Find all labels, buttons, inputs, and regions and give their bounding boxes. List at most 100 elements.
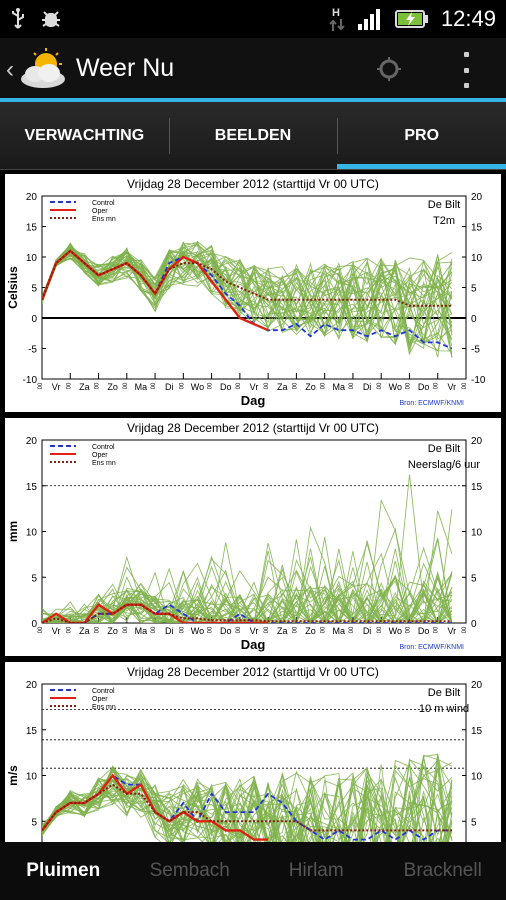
x-day-label: Di bbox=[165, 382, 174, 392]
y-tick-label-right: 20 bbox=[471, 192, 483, 203]
x-day-label: Di bbox=[363, 382, 372, 392]
tab-beelden[interactable]: BEELDEN bbox=[168, 102, 338, 169]
x-hour-label: 00 bbox=[123, 382, 129, 389]
ensemble-member-line bbox=[42, 768, 453, 842]
precipitation-chart-panel: Vrijdag 28 December 2012 (starttijd Vr 0… bbox=[5, 418, 501, 656]
y-tick-label-left: 20 bbox=[26, 436, 38, 447]
tab-pro[interactable]: PRO bbox=[337, 102, 506, 169]
plot-area bbox=[42, 240, 453, 358]
nav-pluimen[interactable]: Pluimen bbox=[26, 860, 101, 881]
overflow-menu-icon[interactable] bbox=[460, 52, 472, 88]
ensemble-member-line bbox=[42, 244, 453, 358]
x-hour-label: 00 bbox=[292, 626, 298, 633]
x-day-label: Vr bbox=[448, 382, 457, 392]
legend-label-oper: Oper bbox=[92, 696, 108, 703]
weather-cloud-sun-icon[interactable] bbox=[18, 46, 68, 92]
y-tick-label-left: 5 bbox=[31, 284, 37, 295]
x-hour-label: 00 bbox=[236, 382, 242, 389]
tab-label: PRO bbox=[404, 126, 440, 144]
tab-label: BEELDEN bbox=[214, 126, 292, 144]
ensemble-member-line bbox=[42, 498, 453, 623]
y-tick-label-right: 10 bbox=[471, 528, 483, 539]
back-chevron-icon[interactable]: ‹ bbox=[6, 56, 14, 83]
x-day-label: Do bbox=[418, 626, 430, 636]
location-label: De Bilt bbox=[428, 443, 460, 455]
chart-title: Vrijdag 28 December 2012 (starttijd Vr 0… bbox=[127, 421, 379, 435]
x-hour-label: 00 bbox=[321, 626, 327, 633]
x-hour-label: 00 bbox=[434, 382, 440, 389]
y-tick-label-right: 20 bbox=[471, 680, 483, 691]
x-day-label: Do bbox=[220, 382, 232, 392]
ensemble-member-line bbox=[42, 764, 450, 842]
ensemble-mean-series-line bbox=[42, 783, 452, 832]
chart-title: Vrijdag 28 December 2012 (starttijd Vr 0… bbox=[127, 665, 379, 679]
nav-sembach[interactable]: Sembach bbox=[149, 860, 230, 881]
x-hour-label: 00 bbox=[179, 626, 185, 633]
x-hour-label: 00 bbox=[66, 382, 72, 389]
wind-chart-panel: Vrijdag 28 December 2012 (starttijd Vr 0… bbox=[5, 662, 501, 842]
source-label: Bron: ECMWF/KNMI bbox=[399, 400, 464, 407]
tab-label: VERWACHTING bbox=[24, 126, 145, 144]
hsdpa-icon: H bbox=[329, 7, 345, 31]
legend-label-control: Control bbox=[92, 444, 115, 451]
x-day-label: Vr bbox=[448, 626, 457, 636]
ensemble-member-line bbox=[42, 753, 450, 842]
action-bar: ‹ Weer Nu bbox=[0, 38, 506, 102]
ensemble-member-line bbox=[42, 580, 453, 623]
x-day-label: Di bbox=[363, 626, 372, 636]
source-label: Bron: ECMWF/KNMI bbox=[399, 644, 464, 651]
y-tick-label-left: 10 bbox=[26, 253, 38, 264]
y-tick-label-left: 20 bbox=[26, 680, 38, 691]
x-hour-label: 00 bbox=[95, 382, 101, 389]
battery-icon bbox=[394, 10, 428, 28]
y-tick-label-right: 10 bbox=[471, 772, 483, 783]
x-hour-label: 00 bbox=[321, 382, 327, 389]
y-tick-label-right: 0 bbox=[471, 619, 477, 630]
oper-series-line bbox=[42, 249, 269, 332]
tab-verwachting[interactable]: VERWACHTING bbox=[0, 102, 169, 169]
nav-bracknell[interactable]: Bracknell bbox=[403, 860, 482, 881]
x-hour-label: 00 bbox=[151, 626, 157, 633]
y-tick-label-left: 15 bbox=[26, 223, 38, 234]
y-tick-label-left: 5 bbox=[31, 573, 37, 584]
x-hour-label: 00 bbox=[377, 382, 383, 389]
legend-label-oper: Oper bbox=[92, 452, 108, 459]
chart-title: Vrijdag 28 December 2012 (starttijd Vr 0… bbox=[127, 177, 379, 191]
ensemble-member-line bbox=[42, 754, 453, 842]
plume-content[interactable]: Vrijdag 28 December 2012 (starttijd Vr 0… bbox=[0, 170, 506, 842]
x-day-label: Zo bbox=[305, 626, 316, 636]
y-tick-label-left: 15 bbox=[26, 482, 38, 493]
y-tick-label-left: -5 bbox=[28, 345, 37, 356]
legend-label-ens: Ens mn bbox=[92, 216, 116, 223]
x-day-label: Za bbox=[79, 382, 90, 392]
y-tick-label-right: 10 bbox=[471, 253, 483, 264]
ensemble-member-line bbox=[42, 242, 453, 344]
y-tick-label-right: 15 bbox=[471, 223, 483, 234]
variable-label: Neerslag/6 uur bbox=[408, 459, 480, 471]
ensemble-member-line bbox=[42, 249, 453, 338]
oper-series-line bbox=[42, 603, 269, 623]
x-hour-label: 00 bbox=[405, 382, 411, 389]
nav-hirlam[interactable]: Hirlam bbox=[288, 860, 344, 881]
legend-label-control: Control bbox=[92, 200, 115, 207]
app-title: Weer Nu bbox=[76, 54, 175, 82]
y-tick-label-left: 10 bbox=[26, 528, 38, 539]
ensemble-mean-series-line bbox=[42, 603, 452, 623]
x-day-label: Vr bbox=[52, 382, 61, 392]
x-hour-label: 00 bbox=[264, 382, 270, 389]
x-hour-label: 00 bbox=[95, 626, 101, 633]
usb-icon bbox=[12, 8, 24, 29]
x-hour-label: 00 bbox=[349, 382, 355, 389]
x-day-label: Zo bbox=[305, 382, 316, 392]
ensemble-member-line bbox=[42, 246, 453, 355]
y-tick-label-right: 15 bbox=[471, 482, 483, 493]
ensemble-member-line bbox=[42, 769, 453, 842]
x-day-label: Do bbox=[220, 626, 232, 636]
variable-label: 10 m wind bbox=[419, 703, 469, 715]
y-tick-label-right: 0 bbox=[471, 314, 477, 325]
ensemble-member-line bbox=[42, 570, 452, 623]
compass-icon[interactable] bbox=[376, 56, 402, 82]
ensemble-member-line bbox=[42, 244, 453, 348]
